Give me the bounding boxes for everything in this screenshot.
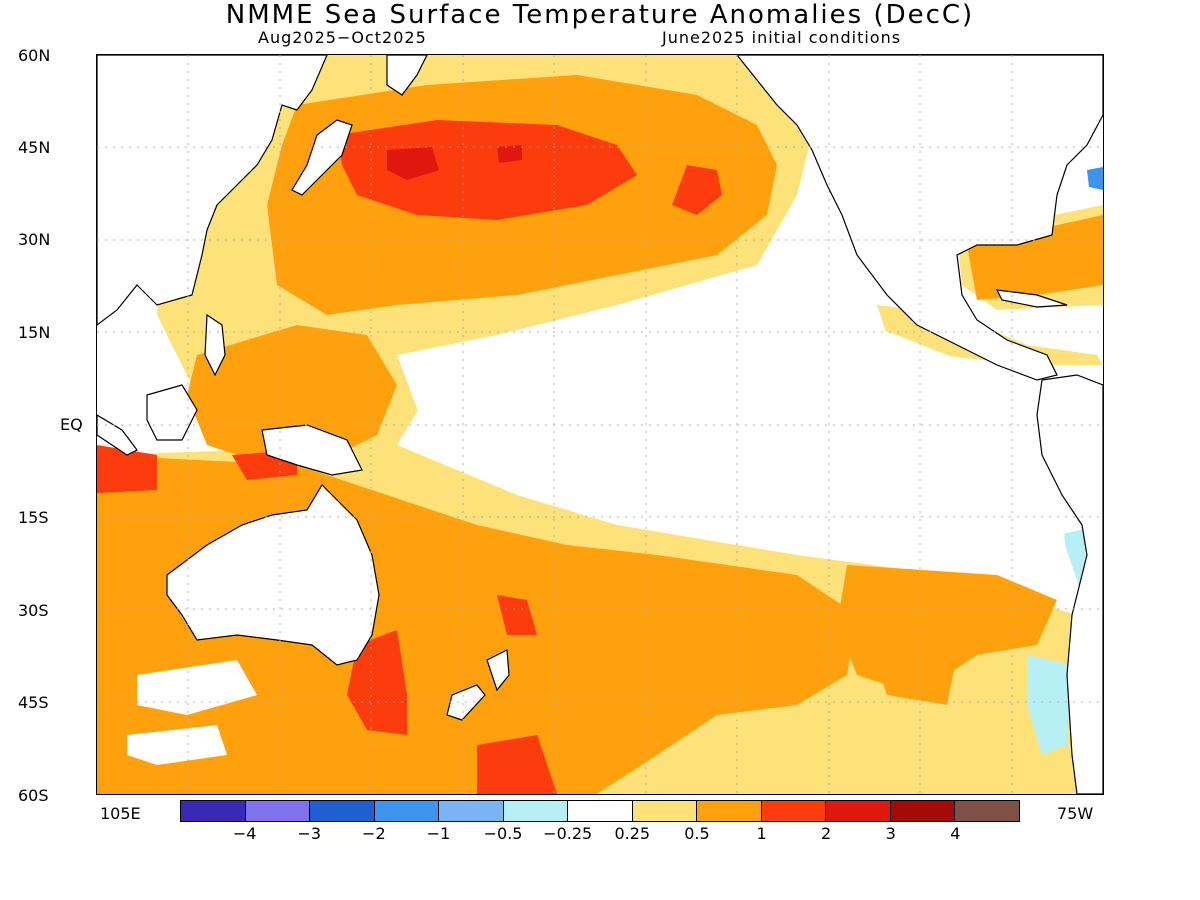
fill-orange-gulf — [967, 215, 1103, 300]
fill-blue-atlantic — [1087, 167, 1103, 190]
legend-label: 0.5 — [684, 824, 710, 843]
map-title: NMME Sea Surface Temperature Anomalies (… — [225, 0, 975, 30]
legend-label: 3 — [885, 824, 896, 843]
sumatra — [97, 414, 138, 456]
fill-darkred-north-pacific-2 — [497, 145, 522, 163]
legend-swatch — [890, 801, 956, 821]
fill-orange-southeast — [837, 565, 1057, 695]
graticule — [97, 55, 1103, 794]
legend-swatch — [503, 801, 569, 821]
lat-label-60s: 60S — [18, 786, 49, 805]
legend-swatch — [374, 801, 440, 821]
legend-label: −1 — [426, 824, 451, 843]
lat-label-15s: 15S — [18, 508, 49, 527]
legend-swatch — [245, 801, 311, 821]
legend-label: 4 — [950, 824, 961, 843]
lon-label-105e: 105E — [100, 804, 141, 823]
legend-label: −4 — [232, 824, 257, 843]
lat-label-45s: 45S — [18, 693, 49, 712]
legend-swatch — [632, 801, 698, 821]
legend-swatch — [310, 801, 375, 821]
fill-red-south-2 — [477, 735, 557, 794]
legend-label: 2 — [821, 824, 832, 843]
fill-orange-south-east-2 — [877, 655, 957, 705]
lat-label-60n: 60N — [18, 46, 51, 65]
fill-white-east-pacific — [397, 305, 1103, 535]
lat-label-eq: EQ — [60, 415, 83, 434]
new-guinea — [261, 424, 363, 476]
fill-red-north-pacific-east — [672, 165, 722, 215]
fill-red-tasman — [347, 630, 407, 735]
legend-label: 0.25 — [614, 824, 651, 843]
legend-swatch — [568, 801, 633, 821]
new-zealand-north — [486, 649, 510, 692]
fill-red-south-1 — [497, 595, 537, 635]
legend-swatch — [826, 801, 891, 821]
lat-label-30s: 30S — [18, 601, 49, 620]
legend-label: −0.25 — [543, 824, 593, 843]
legend-swatch — [955, 801, 1019, 821]
map-panel — [96, 54, 1104, 795]
lat-label-15n: 15N — [18, 323, 51, 342]
fill-red-indonesia-west — [97, 445, 157, 493]
fill-orange-west-pacific — [187, 325, 397, 465]
asia — [97, 55, 328, 326]
kamchatka — [386, 55, 428, 96]
forecast-period: Aug2025−Oct2025 — [258, 28, 427, 47]
legend-swatch — [761, 801, 827, 821]
lon-label-75w: 75W — [1057, 804, 1094, 823]
legend-label: 1 — [756, 824, 767, 843]
legend-swatch — [697, 801, 762, 821]
legend-swatch — [181, 801, 246, 821]
sst-anomaly-map — [97, 55, 1103, 794]
lat-label-30n: 30N — [18, 230, 51, 249]
legend-label: −3 — [297, 824, 322, 843]
initial-conditions: June2025 initial conditions — [662, 28, 902, 47]
fill-white-south-1 — [137, 660, 257, 715]
cuba — [995, 289, 1068, 308]
borneo — [146, 384, 198, 441]
fill-white-south-2 — [127, 725, 227, 765]
legend-label: −0.5 — [483, 824, 523, 843]
lat-label-45n: 45N — [18, 138, 51, 157]
fill-red-north-pacific — [337, 120, 637, 220]
legend-label: −2 — [362, 824, 386, 843]
color-legend — [180, 800, 1020, 822]
legend-swatch — [439, 801, 504, 821]
australia — [166, 484, 380, 666]
fill-darkred-north-pacific — [387, 147, 439, 180]
fill-cyan-south-america — [1027, 655, 1072, 755]
philippines — [204, 313, 226, 377]
south-america — [1036, 374, 1103, 794]
japan — [291, 119, 353, 196]
